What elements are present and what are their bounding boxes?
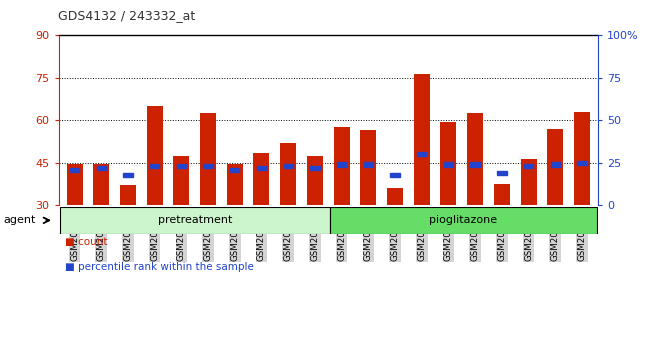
Bar [494, 184, 510, 205]
Bar [120, 185, 136, 205]
Bar [333, 127, 350, 205]
Bar [200, 113, 216, 205]
Bar [254, 153, 270, 205]
Text: ■ percentile rank within the sample: ■ percentile rank within the sample [65, 262, 254, 272]
Bar [283, 164, 293, 169]
Bar [547, 129, 564, 205]
Bar [307, 156, 323, 205]
Bar [97, 166, 106, 170]
Bar [574, 112, 590, 205]
Bar [337, 162, 346, 167]
Bar [444, 162, 453, 167]
Bar [147, 106, 162, 205]
Bar [387, 188, 403, 205]
Bar [363, 162, 373, 167]
Bar [521, 159, 536, 205]
Bar [471, 162, 480, 167]
Bar [551, 162, 560, 167]
Bar [203, 164, 213, 169]
Bar [150, 164, 159, 169]
Text: ■ count: ■ count [65, 237, 107, 247]
Bar [310, 166, 320, 170]
FancyBboxPatch shape [60, 207, 330, 234]
Bar [577, 161, 587, 165]
Bar [467, 113, 483, 205]
Bar [174, 156, 189, 205]
Bar [93, 164, 109, 205]
FancyBboxPatch shape [330, 207, 597, 234]
Text: GDS4132 / 243332_at: GDS4132 / 243332_at [58, 9, 196, 22]
Bar [391, 173, 400, 177]
Text: pretreatment: pretreatment [157, 215, 232, 225]
Bar [227, 164, 243, 205]
Bar [524, 164, 533, 169]
Bar [177, 164, 186, 169]
Bar [70, 167, 79, 172]
Bar [280, 143, 296, 205]
Bar [257, 166, 266, 170]
Bar [66, 164, 83, 205]
Bar [441, 122, 456, 205]
Bar [497, 171, 506, 175]
Bar [413, 74, 430, 205]
Bar [360, 130, 376, 205]
Bar [230, 167, 239, 172]
Text: pioglitazone: pioglitazone [429, 215, 497, 225]
Bar [124, 173, 133, 177]
Bar [417, 152, 426, 156]
Text: agent: agent [3, 215, 36, 225]
